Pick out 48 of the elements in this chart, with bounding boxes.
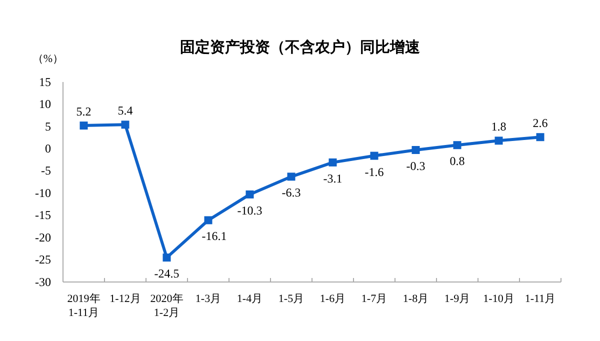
x-tick-label: 1-5月 [278,293,304,305]
y-tick-label: 5 [45,119,51,134]
point [536,133,544,142]
y-tick-label: 10 [39,97,51,112]
data-label: -3.1 [323,171,342,186]
y-tick-label: 0 [45,142,51,156]
point [494,136,503,145]
y-tick-label: -20 [35,230,51,244]
point [287,172,296,181]
x-tick-label: 1-12月 [110,293,141,305]
x-tick-label: 1-4月 [236,293,263,305]
data-label: -10.3 [237,203,262,218]
x-tick-label: 1-3月 [195,293,222,305]
point [453,141,462,150]
point [80,122,88,130]
x-tick-label: 2020年 1-2月 [150,293,184,319]
data-label: -1.6 [364,164,384,179]
y-tick-label: 15 [39,74,51,89]
data-label: -6.3 [282,186,301,200]
y-tick-label: -15 [35,208,51,222]
point [246,190,254,198]
point [328,158,337,166]
x-tick-label: 1-8月 [402,293,429,305]
x-tick-label: 2019年 1-11月 [67,293,100,319]
point [121,120,130,129]
chart-title: 固定资产投资（不含农户）同比增速 [180,38,421,56]
data-label: 5.2 [76,104,92,119]
point [412,146,420,154]
y-tick-label: -30 [35,274,51,289]
data-label: 1.8 [491,120,506,134]
data-label: 5.4 [118,104,133,118]
data-label: -24.5 [154,266,180,281]
data-label: 2.6 [532,116,548,130]
x-tick-label: 1-9月 [444,293,470,305]
x-tick-label: 1-6月 [320,293,346,305]
point [204,216,212,224]
data-label: -16.1 [202,229,227,244]
y-axis-title: （%） [32,53,64,65]
y-tick-label: -25 [35,252,51,267]
x-tick-label: 1-11月 [524,293,556,305]
y-tick-label: -5 [41,164,51,178]
point [370,152,378,160]
y-tick-label: -10 [35,186,51,200]
point [162,254,171,262]
x-tick-label: 1-10月 [483,293,514,305]
data-label: -0.3 [406,159,426,173]
x-tick-label: 1-7月 [361,293,388,305]
data-label: 0.8 [450,154,465,168]
